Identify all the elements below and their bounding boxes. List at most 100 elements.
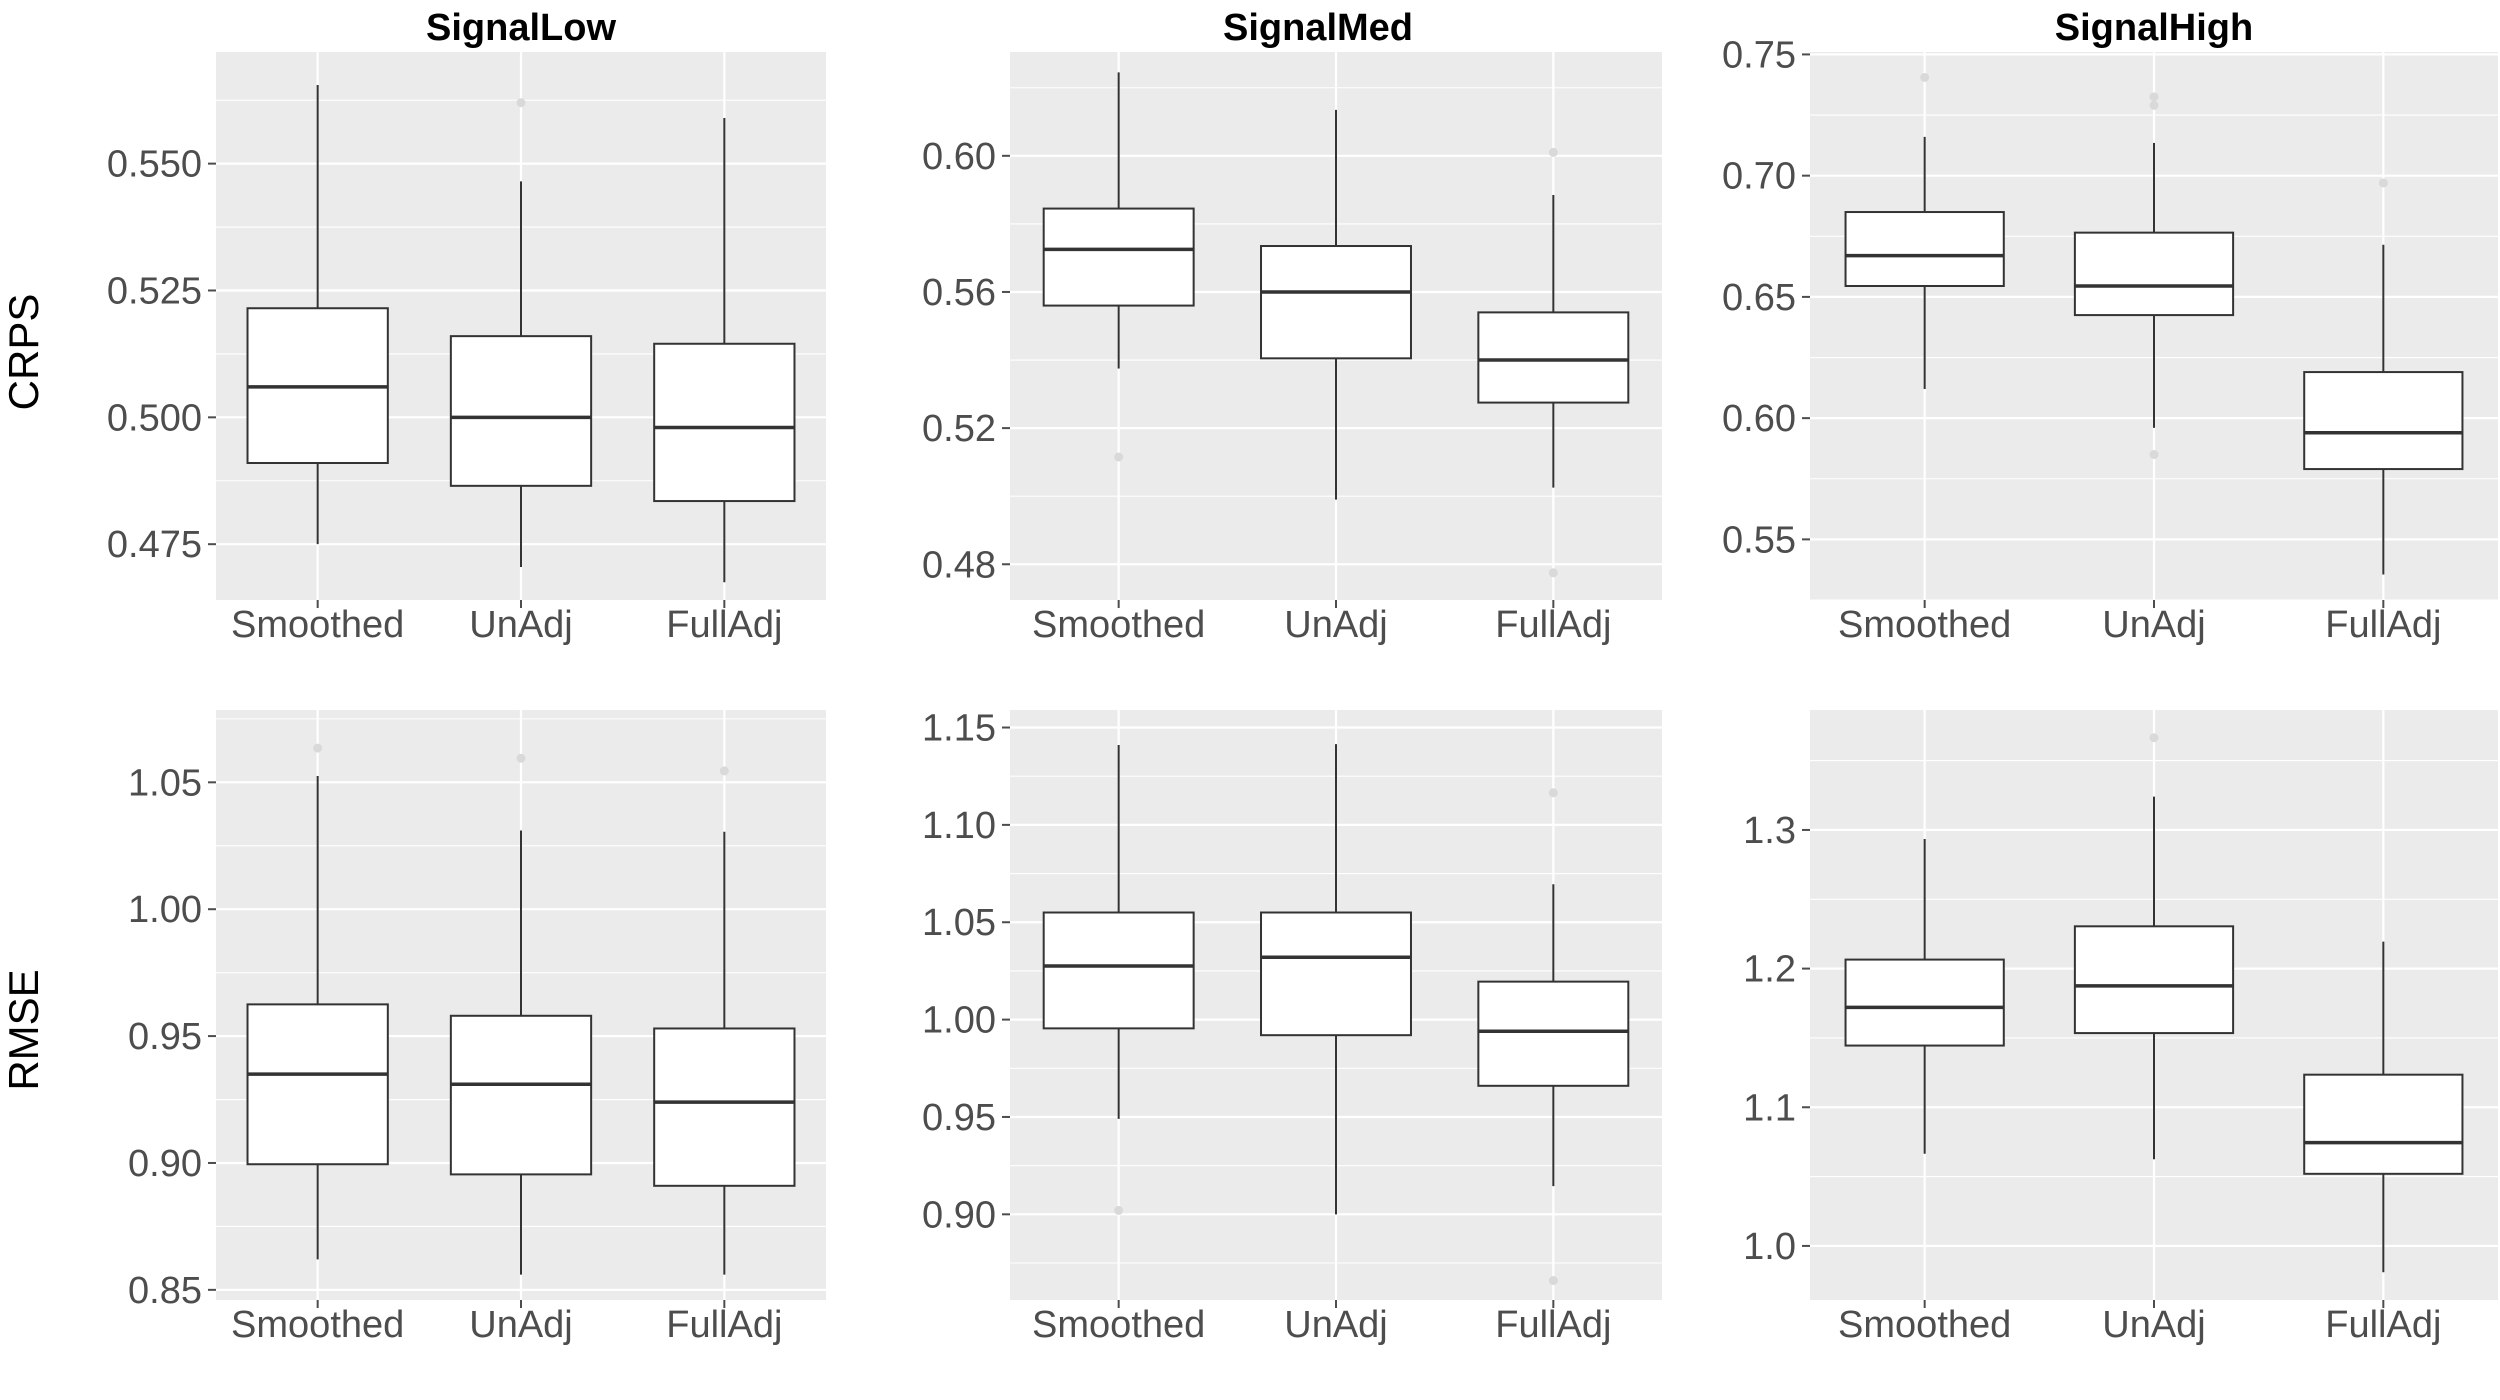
y-tick-label: 0.95: [128, 1016, 202, 1058]
box-fulladj: [2303, 941, 2464, 1273]
outlier-point: [719, 766, 729, 776]
outlier-point: [1548, 568, 1558, 578]
panel-rmse-signallow: 0.85 0.90 0.95 1.00 1.05 Smoothed UnAdj FullAdj: [128, 710, 826, 1346]
box-unadj: [1260, 109, 1412, 500]
box-smoothed: [1844, 838, 2005, 1154]
y-tick-label: 0.52: [922, 408, 996, 450]
outlier-point: [2149, 92, 2159, 102]
y-tick-label: 0.60: [1722, 398, 1796, 440]
y-tick-label: 0.525: [107, 270, 202, 312]
outlier-point: [1114, 452, 1124, 462]
panel-crps-signallow: 0.475 0.500 0.525 0.550 Smoothed UnAdj FullAdj: [107, 52, 826, 646]
box-iqr: [449, 335, 593, 487]
y-tick-label: 0.60: [922, 136, 996, 178]
box-unadj: [449, 98, 593, 568]
outlier-point: [516, 98, 526, 108]
y-tick-label: 1.1: [1743, 1087, 1796, 1129]
box-fulladj: [653, 766, 796, 1275]
y-tick-label: 1.05: [128, 762, 202, 804]
x-tick-label: Smoothed: [1032, 604, 1205, 646]
outlier-point: [2378, 178, 2388, 188]
strip-title-signal-high: SignalHigh: [2055, 7, 2253, 49]
strip-title-signal-med: SignalMed: [1223, 7, 1413, 49]
panel-rmse-signalmed: 0.90 0.95 1.00 1.05 1.10 1.15 Smoothed UnAdj Ful…: [922, 708, 1662, 1346]
box-iqr: [2303, 371, 2464, 471]
row-label-crps: CRPS: [0, 294, 47, 411]
y-tick-label: 1.15: [922, 708, 996, 750]
y-tick-label: 1.3: [1743, 810, 1796, 852]
x-tick-label: Smoothed: [1838, 604, 2011, 646]
outlier-point: [1920, 72, 1930, 82]
box-iqr: [1042, 207, 1195, 307]
outlier-point: [313, 743, 323, 753]
box-fulladj: [1477, 147, 1630, 578]
row-label-rmse: RMSE: [0, 969, 47, 1090]
x-tick-label: FullAdj: [2325, 604, 2441, 646]
panels: 0.475 0.500 0.525 0.550 Smoothed UnAdj FullAdj…: [107, 34, 2498, 1346]
y-tick-label: 0.55: [1722, 519, 1796, 561]
panel-crps-signalmed: 0.48 0.52 0.56 0.60 Smoothed UnAdj FullAdj: [922, 52, 1662, 646]
y-tick-label: 0.475: [107, 524, 202, 566]
x-tick-label: FullAdj: [2325, 1304, 2441, 1346]
x-tick-label: UnAdj: [2102, 604, 2206, 646]
x-tick-label: FullAdj: [666, 604, 782, 646]
box-fulladj: [1477, 788, 1630, 1286]
box-smoothed: [1042, 72, 1195, 462]
box-smoothed: [1042, 745, 1195, 1215]
box-unadj: [449, 753, 593, 1275]
box-smoothed: [246, 743, 389, 1260]
y-tick-label: 1.00: [128, 889, 202, 931]
y-tick-label: 0.500: [107, 397, 202, 439]
x-tick-label: UnAdj: [469, 604, 573, 646]
box-iqr: [2073, 231, 2235, 317]
box-iqr: [2073, 925, 2235, 1035]
y-tick-label: 0.95: [922, 1097, 996, 1139]
box-iqr: [1844, 958, 2005, 1047]
row-labels: CRPS RMSE: [0, 294, 47, 1091]
x-tick-label: FullAdj: [1495, 604, 1611, 646]
column-strip-titles: SignalLow SignalMed SignalHigh: [426, 7, 2253, 49]
box-iqr: [1042, 911, 1195, 1030]
y-tick-label: 1.05: [922, 902, 996, 944]
y-tick-label: 1.10: [922, 805, 996, 847]
y-tick-label: 0.75: [1722, 34, 1796, 76]
x-tick-label: UnAdj: [2102, 1304, 2206, 1346]
outlier-point: [1548, 147, 1558, 157]
box-iqr: [449, 1014, 593, 1176]
outlier-point: [1548, 1276, 1558, 1286]
y-tick-label: 0.56: [922, 272, 996, 314]
box-unadj: [2073, 733, 2235, 1160]
outlier-point: [1114, 1205, 1124, 1215]
box-iqr: [653, 342, 796, 503]
y-tick-label: 0.48: [922, 544, 996, 586]
outlier-point: [516, 753, 526, 763]
box-fulladj: [2303, 178, 2464, 575]
y-tick-label: 0.550: [107, 144, 202, 186]
box-smoothed: [246, 84, 389, 545]
box-iqr: [1260, 911, 1412, 1037]
box-fulladj: [653, 117, 796, 583]
outlier-point: [2149, 733, 2159, 743]
y-tick-label: 1.00: [922, 1000, 996, 1042]
y-tick-label: 0.90: [922, 1194, 996, 1236]
y-tick-label: 0.85: [128, 1270, 202, 1312]
outlier-point: [2149, 450, 2159, 460]
x-tick-label: Smoothed: [231, 1304, 404, 1346]
box-iqr: [1477, 980, 1630, 1087]
box-iqr: [1260, 245, 1412, 360]
box-unadj: [1260, 744, 1412, 1215]
box-unadj: [2073, 92, 2235, 460]
y-tick-label: 1.0: [1743, 1226, 1796, 1268]
box-smoothed: [1844, 72, 2005, 390]
x-tick-label: Smoothed: [1838, 1304, 2011, 1346]
x-tick-label: Smoothed: [1032, 1304, 1205, 1346]
x-tick-label: FullAdj: [1495, 1304, 1611, 1346]
outlier-point: [1548, 788, 1558, 798]
box-iqr: [246, 1003, 389, 1166]
x-tick-label: FullAdj: [666, 1304, 782, 1346]
x-tick-label: UnAdj: [1284, 604, 1388, 646]
box-iqr: [2303, 1073, 2464, 1175]
box-iqr: [1844, 211, 2005, 287]
y-tick-label: 0.65: [1722, 277, 1796, 319]
